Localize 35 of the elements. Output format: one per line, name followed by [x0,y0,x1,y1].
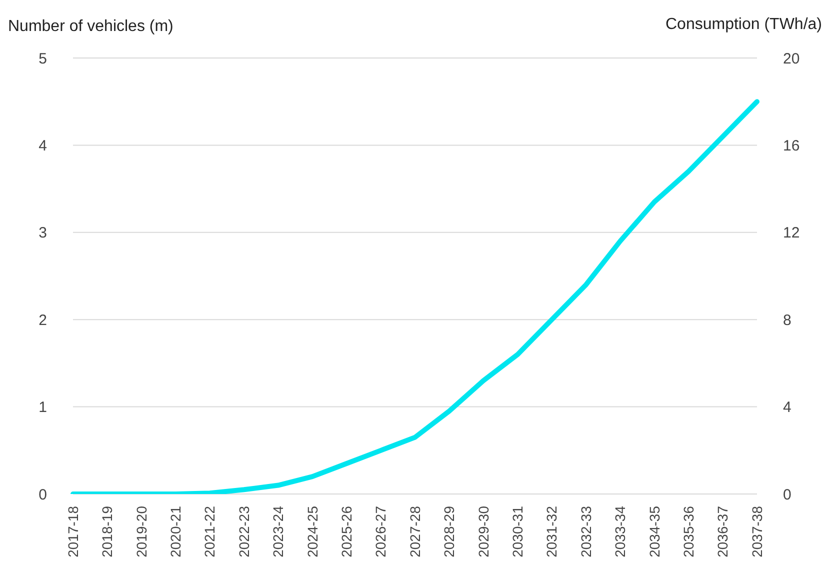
y2-axis-title: Consumption (TWh/a) [666,16,822,34]
x-tick-label: 2027-28 [406,506,423,558]
y2-tick-label: 0 [783,486,792,504]
x-tick-label: 2035-36 [680,506,697,558]
x-tick-label: 2037-38 [748,506,765,558]
x-tick-label: 2031-32 [544,506,560,558]
x-tick-label: 2028-29 [441,506,458,558]
y2-tick-label: 20 [783,50,800,68]
y-tick-label: 2 [38,312,47,329]
x-tick-label: 2030-31 [510,506,526,558]
y-tick-label: 3 [38,224,47,242]
y2-tick-label: 16 [783,138,800,155]
x-tick-label: 2020-21 [168,506,184,558]
y2-tick-label: 4 [783,399,792,416]
x-tick-label: 2021-22 [202,506,218,558]
x-tick-label: 2019-20 [133,506,150,558]
y-axis-title: Number of vehicles (m) [8,18,174,36]
x-tick-label: 2036-37 [714,506,731,558]
x-tick-label: 2025-26 [338,506,355,558]
x-tick-label: 2034-35 [646,506,662,558]
x-tick-label: 2023-24 [270,506,286,558]
y2-tick-label: 8 [783,312,792,329]
x-tick-label: 2033-34 [612,506,628,558]
x-tick-label: 2032-33 [578,506,594,558]
y-tick-label: 4 [38,138,47,155]
x-tick-label: 2017-18 [64,506,81,558]
x-tick-label: 2026-27 [372,506,389,558]
y-tick-label: 5 [38,50,47,68]
y-tick-label: 1 [38,399,47,416]
y-tick-label: 0 [38,486,47,504]
y2-tick-label: 12 [783,224,800,242]
x-tick-label: 2029-30 [475,506,492,558]
x-tick-label: 2022-23 [236,506,252,558]
x-tick-label: 2024-25 [304,506,320,558]
x-tick-label: 2018-19 [99,506,116,558]
